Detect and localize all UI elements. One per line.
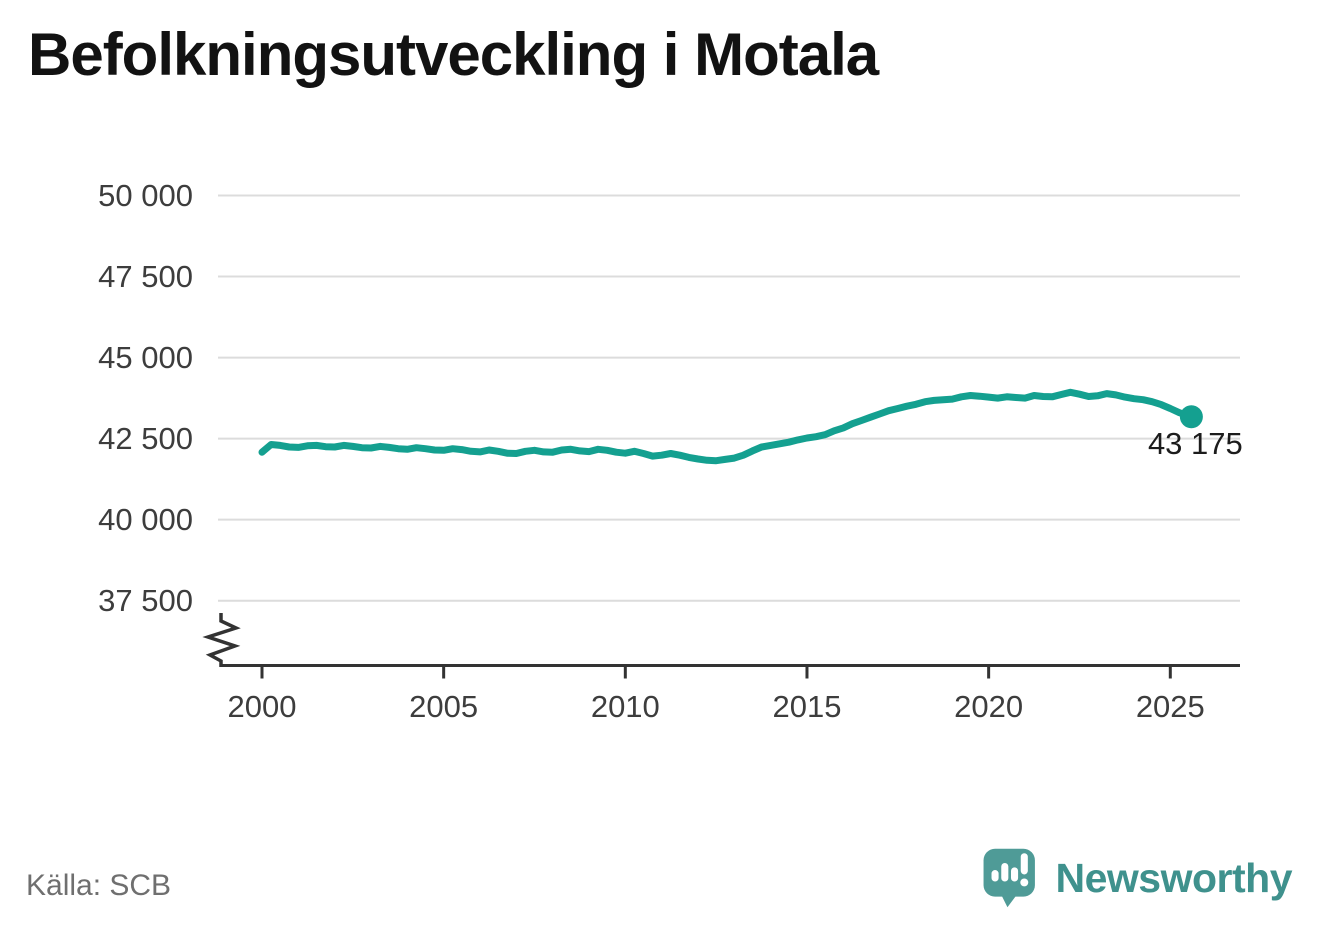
x-tick-label: 2025 <box>1135 689 1205 724</box>
newsworthy-logo: Newsworthy <box>980 845 1293 911</box>
newsworthy-logo-icon <box>983 848 1035 908</box>
y-tick-label: 50 000 <box>98 177 193 213</box>
x-tick-label: 2005 <box>409 689 479 724</box>
y-tick-label: 45 000 <box>98 339 193 375</box>
chart-title: Befolkningsutveckling i Motala <box>28 21 879 88</box>
source-label: Källa: SCB <box>26 869 172 902</box>
axis-break-icon <box>202 613 241 667</box>
y-tick-label: 37 500 <box>98 582 193 618</box>
y-tick-label: 42 500 <box>98 420 193 456</box>
population-line <box>258 388 1195 465</box>
x-tick-label: 2010 <box>590 689 660 724</box>
y-tick-label: 47 500 <box>98 258 193 294</box>
end-point-dot <box>1179 405 1203 429</box>
x-tick-label: 2020 <box>954 689 1024 724</box>
y-tick-label: 40 000 <box>98 501 193 537</box>
x-tick-label: 2000 <box>227 689 297 724</box>
newsworthy-logo-text: Newsworthy <box>1055 854 1293 901</box>
end-value-label: 43 175 <box>1147 426 1243 461</box>
x-tick-label: 2015 <box>772 689 842 724</box>
